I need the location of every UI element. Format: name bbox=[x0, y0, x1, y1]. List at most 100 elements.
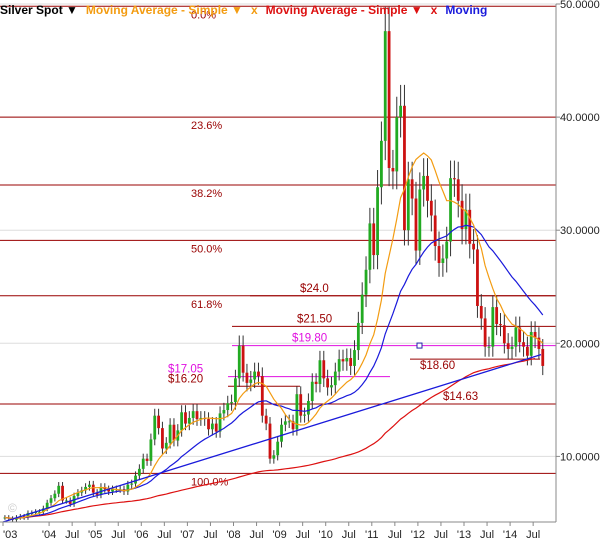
candle-body bbox=[525, 346, 529, 356]
candle-body bbox=[307, 400, 310, 415]
candle-body bbox=[333, 371, 337, 386]
candle-body bbox=[130, 483, 134, 485]
candle-body bbox=[449, 178, 452, 242]
legend-item-3[interactable]: Moving Average - Simple ▼ bbox=[265, 3, 423, 17]
fib-label: 0.0% bbox=[191, 9, 216, 21]
candle-body bbox=[287, 421, 291, 423]
candlestick-series bbox=[3, 6, 545, 522]
candle-body bbox=[161, 428, 164, 449]
candle-body bbox=[234, 378, 237, 403]
candle-body bbox=[522, 342, 525, 347]
candle-body bbox=[326, 378, 330, 388]
candle-body bbox=[199, 417, 203, 420]
candle-body bbox=[68, 500, 72, 504]
candle-body bbox=[322, 360, 326, 379]
candle-body bbox=[153, 415, 157, 440]
candle-body bbox=[506, 343, 510, 349]
candle-body bbox=[310, 381, 314, 401]
legend-item-5[interactable]: Moving bbox=[445, 3, 488, 17]
x-tick-label: Jul bbox=[480, 529, 494, 541]
watermark: © bbox=[8, 501, 17, 515]
candle-body bbox=[91, 484, 95, 493]
x-tick-label: Jul bbox=[65, 529, 79, 541]
y-tick-label: 30.0000 bbox=[560, 225, 600, 237]
candle-body bbox=[210, 423, 214, 430]
ma_fast-line bbox=[4, 152, 544, 520]
candle-body bbox=[399, 105, 403, 118]
candle-body bbox=[360, 294, 364, 323]
candle-body bbox=[318, 360, 322, 385]
candle-body bbox=[134, 475, 137, 484]
candle-body bbox=[422, 175, 426, 190]
candle-body bbox=[222, 410, 226, 414]
candle-body bbox=[241, 345, 245, 373]
x-tick-label: '11 bbox=[365, 529, 379, 541]
candle-body bbox=[299, 394, 303, 416]
candle-body bbox=[395, 117, 399, 172]
candle-body bbox=[126, 484, 130, 492]
candle-body bbox=[245, 372, 249, 383]
x-tick-label: '14 bbox=[503, 529, 517, 541]
candle-body bbox=[303, 414, 306, 416]
candle-body bbox=[537, 337, 541, 349]
candle-body bbox=[264, 415, 268, 424]
candle-body bbox=[195, 411, 199, 420]
candle-body bbox=[445, 241, 449, 259]
candle-body bbox=[230, 402, 233, 404]
candle-body bbox=[187, 417, 191, 424]
candle-body bbox=[376, 187, 379, 256]
candle-body bbox=[191, 411, 195, 418]
x-tick-label: '10 bbox=[319, 529, 333, 541]
candle-body bbox=[49, 498, 53, 503]
candle-body bbox=[460, 200, 464, 230]
legend-item-0[interactable]: Silver Spot ▼ bbox=[0, 3, 78, 17]
candle-body bbox=[253, 371, 257, 380]
candle-body bbox=[330, 385, 333, 388]
candle-body bbox=[64, 500, 68, 502]
candle-body bbox=[88, 484, 91, 487]
candle-body bbox=[483, 318, 487, 347]
legend-remove-4[interactable]: x bbox=[430, 3, 438, 17]
candle-body bbox=[149, 439, 153, 461]
candle-body bbox=[468, 209, 472, 244]
candle-body bbox=[391, 167, 395, 172]
x-tick-label: Jul bbox=[111, 529, 125, 541]
legend-bar: Silver Spot ▼ Moving Average - Simple ▼ x M… bbox=[0, 0, 556, 20]
y-tick-label: 10.0000 bbox=[560, 451, 600, 463]
candle-body bbox=[345, 358, 349, 362]
x-tick-label: '05 bbox=[88, 529, 102, 541]
candle-body bbox=[502, 325, 506, 344]
candle-body bbox=[452, 178, 456, 180]
price-level-label: $16.20 bbox=[168, 373, 203, 385]
x-tick-label: '09 bbox=[272, 529, 286, 541]
x-tick-label: '13 bbox=[457, 529, 471, 541]
candle-body bbox=[107, 489, 111, 492]
candle-body bbox=[456, 179, 460, 201]
x-tick-label: Jul bbox=[388, 529, 402, 541]
candle-body bbox=[406, 179, 410, 231]
candle-body bbox=[418, 189, 422, 251]
candle-body bbox=[356, 322, 360, 351]
candle-body bbox=[226, 403, 230, 411]
candle-body bbox=[280, 424, 283, 442]
candle-body bbox=[487, 346, 491, 348]
price-level-label: $17.05 bbox=[168, 364, 203, 376]
candle-body bbox=[137, 468, 141, 476]
candle-body bbox=[172, 424, 176, 441]
candle-body bbox=[249, 379, 253, 383]
fib-label: 50.0% bbox=[191, 243, 222, 255]
candle-body bbox=[237, 345, 241, 379]
legend-item-1[interactable]: Moving Average - Simple ▼ bbox=[85, 3, 243, 17]
legend-remove-2[interactable]: x bbox=[250, 3, 258, 17]
x-tick-label: '06 bbox=[134, 529, 148, 541]
candle-body bbox=[295, 394, 299, 430]
fibonacci-levels: 0.0%23.6%38.2%50.0%61.8%100.0% bbox=[0, 5, 556, 488]
x-tick-label: '03 bbox=[3, 529, 17, 541]
candle-body bbox=[214, 423, 218, 432]
candle-body bbox=[111, 489, 114, 492]
candle-body bbox=[380, 140, 383, 188]
candle-body bbox=[314, 381, 318, 385]
anchor-marker bbox=[416, 342, 423, 349]
x-tick-label: '04 bbox=[42, 529, 56, 541]
